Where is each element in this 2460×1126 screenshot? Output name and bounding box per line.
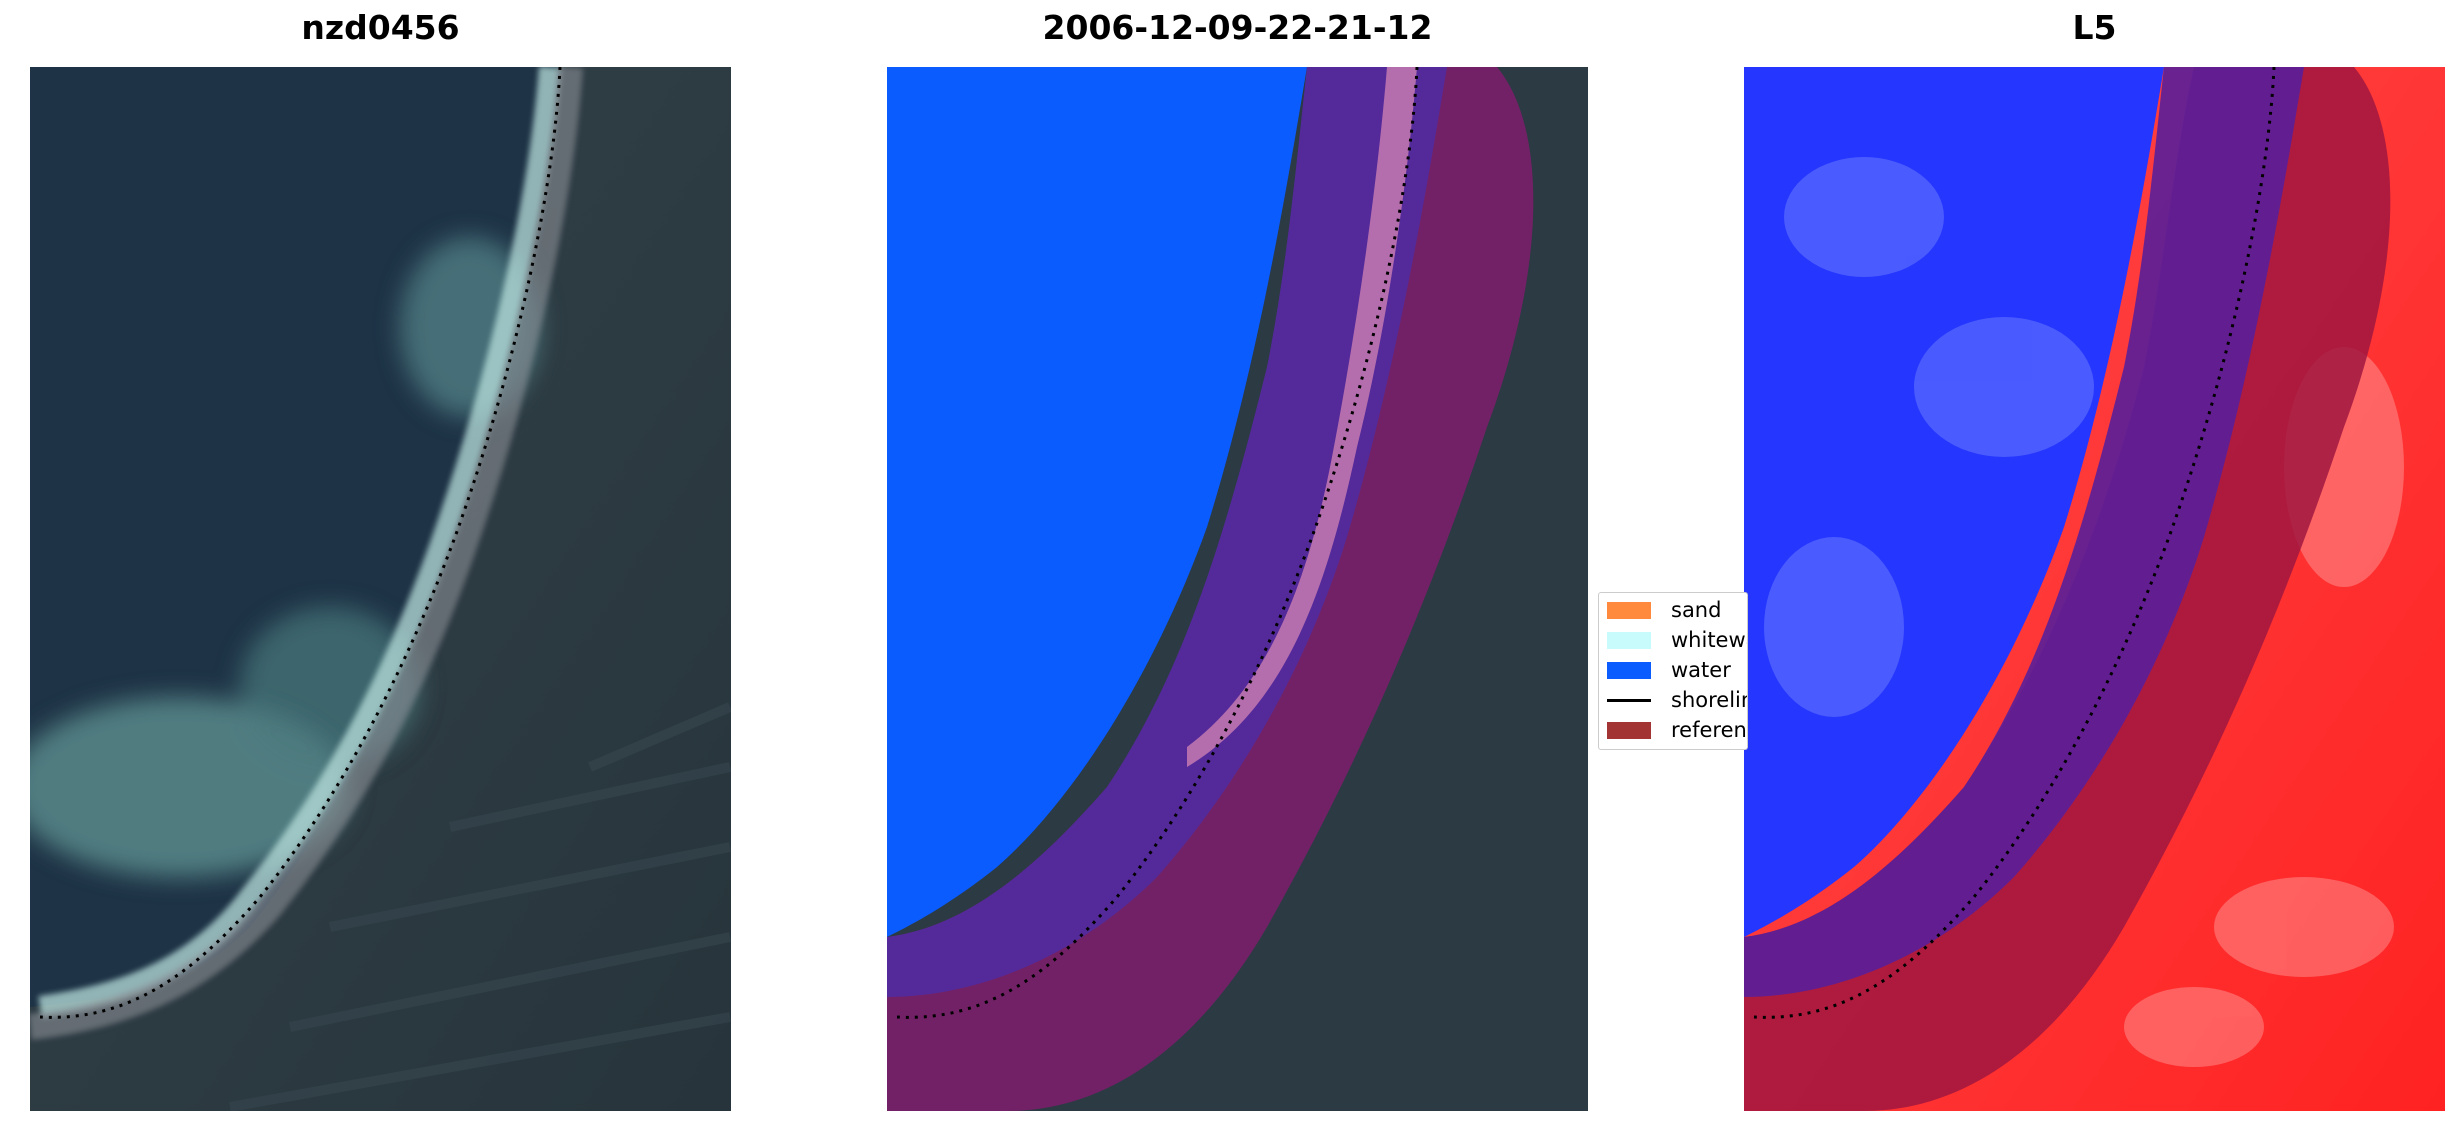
index-image <box>1744 67 2445 1111</box>
satellite-image-panel <box>30 67 731 1111</box>
panel-title-right: L5 <box>2072 8 2117 47</box>
water-class <box>887 67 1307 937</box>
panel-title-middle: 2006-12-09-22-21-12 <box>1042 8 1433 47</box>
legend: sand whitewa water shorelin referenc <box>1598 592 1748 750</box>
water-texture <box>1764 157 2094 717</box>
index-panel <box>1744 67 2445 1111</box>
buffer-over-water <box>887 67 1447 997</box>
whitewater-class <box>1187 67 1417 767</box>
legend-item-shoreline: shorelin <box>1607 687 1748 713</box>
legend-line-shoreline <box>1607 699 1651 702</box>
legend-item-reference: referenc <box>1607 717 1747 743</box>
shoreline <box>896 67 1419 1019</box>
legend-label: water <box>1671 658 1731 682</box>
shoreline <box>1753 67 2276 1019</box>
legend-item-water: water <box>1607 657 1747 683</box>
surf-band <box>38 67 561 1018</box>
legend-swatch-sand <box>1607 602 1651 619</box>
shoreline <box>39 67 562 1019</box>
field-stripes <box>229 702 731 1111</box>
legend-swatch-whitewater <box>1607 632 1651 649</box>
beach-band <box>30 67 583 1040</box>
panel-title-left: nzd0456 <box>301 8 460 47</box>
water-index <box>1744 67 2164 937</box>
legend-item-whitewater: whitewa <box>1607 627 1747 653</box>
classification-image <box>887 67 1588 1111</box>
legend-label: sand <box>1671 598 1722 622</box>
legend-label: whitewa <box>1671 628 1747 652</box>
buffer-over-water <box>1744 67 2304 997</box>
legend-swatch-water <box>1607 662 1651 679</box>
classification-panel <box>887 67 1588 1111</box>
legend-label: shorelin <box>1671 688 1748 712</box>
satellite-image <box>30 67 731 1111</box>
legend-swatch-reference <box>1607 722 1651 739</box>
legend-item-sand: sand <box>1607 597 1747 623</box>
legend-label: referenc <box>1671 718 1747 742</box>
